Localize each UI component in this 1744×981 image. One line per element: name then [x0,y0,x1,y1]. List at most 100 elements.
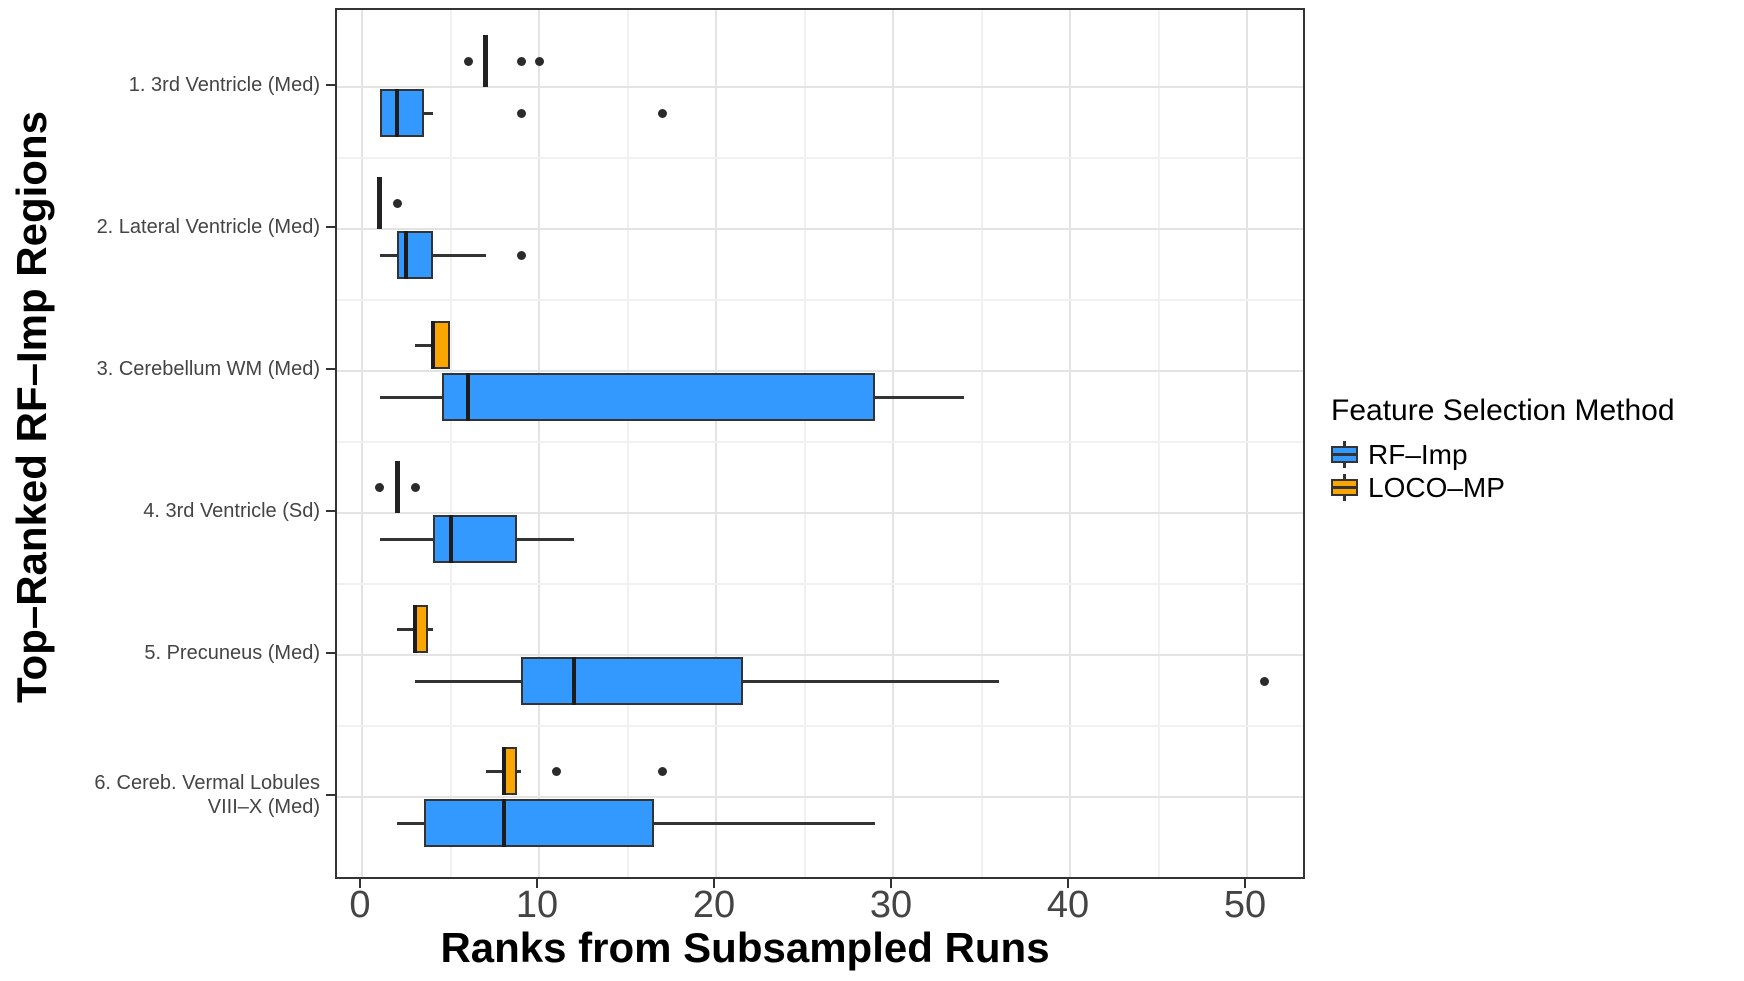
gridline-major-horizontal [337,228,1303,230]
plot-panel [335,8,1305,879]
boxplot-whisker-low [415,343,433,347]
boxplot-median-line [501,747,506,795]
boxplot-whisker-low [379,537,433,541]
legend-key-boxplot-icon [1331,441,1358,468]
boxplot-box [441,373,876,421]
outlier-point [375,482,385,492]
boxplot-whisker-low [485,769,504,773]
gridline-minor-horizontal [337,725,1303,727]
boxplot-whisker-high [423,111,433,115]
boxplot-degenerate-line [483,35,489,87]
gridline-major-vertical [715,10,717,877]
outlier-point [410,482,420,492]
boxplot-median-line [430,321,435,369]
x-axis-title: Ranks from Subsampled Runs [440,924,1050,971]
gridline-major-horizontal [337,370,1303,372]
y-tick-mark [326,510,335,512]
legend-entry-label: LOCO–MP [1368,471,1505,503]
boxplot-whisker-high [516,537,575,541]
legend-key-boxplot-icon [1331,474,1358,501]
y-tick-mark [326,84,335,86]
outlier-point [1260,676,1270,686]
x-tick-mark [1244,879,1246,888]
boxplot-whisker-high [742,679,1000,683]
legend-key-median [1331,486,1358,489]
x-tick-label: 30 [869,884,913,926]
x-tick-mark [890,879,892,888]
legend-entry: RF–Imp [1331,438,1675,471]
gridline-minor-horizontal [337,299,1303,301]
x-tick-label: 10 [515,884,559,926]
gridline-minor-vertical [449,10,452,877]
gridline-major-horizontal [337,796,1303,798]
y-tick-label-line: 6. Cereb. Vermal Lobules [94,772,320,794]
boxplot-median-line [413,605,418,653]
boxplot-median-line [404,231,409,279]
y-tick-mark [326,652,335,654]
legend-entry: LOCO–MP [1331,471,1675,504]
boxplot-whisker-low [379,395,442,399]
y-tick-label-line: 3. Cerebellum WM (Med) [96,358,320,380]
x-tick-mark [536,879,538,888]
x-tick-label: 20 [692,884,736,926]
boxplot-whisker-high [654,821,876,825]
y-tick-mark [326,368,335,370]
legend-entries: RF–Imp LOCO–MP [1331,438,1675,504]
legend-key-median [1331,453,1358,456]
y-tick-label-line: 5. Precuneus (Med) [144,642,320,664]
y-axis-title: Top–Ranked RF–Imp Regions [8,111,55,703]
y-tick-label: 2. Lateral Ventricle (Med) [0,215,320,239]
boxplot-whisker-high [428,627,433,631]
y-tick-label-line: 2. Lateral Ventricle (Med) [96,216,320,238]
outlier-point [658,766,668,776]
y-tick-label-line: 1. 3rd Ventricle (Med) [128,74,320,96]
boxplot-box [423,799,655,847]
gridline-minor-horizontal [337,583,1303,585]
legend-entry-label: RF–Imp [1368,438,1468,470]
gridline-major-vertical [538,10,540,877]
x-tick-label: 0 [349,884,371,926]
boxplot-box [432,515,517,563]
boxplot-box [397,231,433,279]
gridline-minor-horizontal [337,157,1303,159]
x-tick-label: 50 [1223,884,1267,926]
y-tick-label: 5. Precuneus (Med) [0,641,320,665]
boxplot-median-line [572,657,577,705]
boxplot-box [521,657,743,705]
outlier-point [516,56,526,66]
boxplot-degenerate-line [394,461,400,513]
boxplot-whisker-low [415,679,522,683]
boxplot-degenerate-line [377,177,383,229]
y-tick-label: 3. Cerebellum WM (Med) [0,357,320,381]
gridline-major-horizontal [337,512,1303,514]
y-tick-mark [326,226,335,228]
gridline-minor-vertical [803,10,806,877]
boxplot-whisker-low [379,253,398,257]
boxplot-whisker-high [875,395,964,399]
gridline-major-vertical [1069,10,1071,877]
gridline-major-vertical [1246,10,1248,877]
gridline-minor-vertical [980,10,983,877]
gridline-major-horizontal [337,86,1303,88]
outlier-point [516,250,526,260]
gridline-major-horizontal [337,654,1303,656]
x-tick-mark [713,879,715,888]
outlier-point [392,198,402,208]
y-tick-label: 4. 3rd Ventricle (Sd) [0,499,320,523]
boxplot-whisker-high [516,769,522,773]
boxplot-median-line [501,799,506,847]
x-tick-mark [1067,879,1069,888]
y-tick-mark [326,794,335,796]
boxplot-whisker-low [397,821,424,825]
outlier-point [552,766,562,776]
x-tick-label: 40 [1046,884,1090,926]
y-tick-label-line: 4. 3rd Ventricle (Sd) [143,500,320,522]
outlier-point [463,56,473,66]
outlier-point [534,56,544,66]
boxplot-median-line [395,89,400,137]
legend: Feature Selection Method RF–Imp LOCO–MP [1331,394,1675,504]
y-tick-label: 1. 3rd Ventricle (Med) [0,73,320,97]
gridline-major-vertical [361,10,363,877]
boxplot-box [379,89,424,137]
